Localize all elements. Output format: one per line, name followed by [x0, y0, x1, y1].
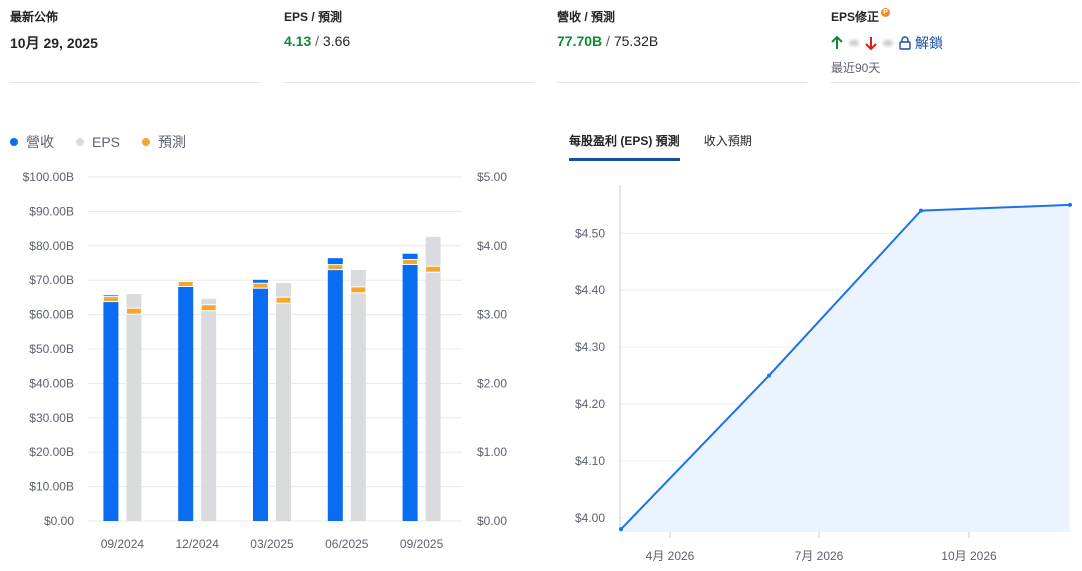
revenue-bar	[253, 279, 268, 521]
unlock-button[interactable]: 解鎖	[899, 33, 943, 53]
y-axis-tick-label: $4.30	[575, 340, 605, 354]
x-axis-tick-label: 09/2024	[101, 537, 145, 551]
stat-eps-forecast: 3.66	[322, 33, 351, 49]
forecast-area	[621, 204, 1070, 532]
stat-revenue-forecast: 75.32B	[613, 33, 659, 49]
x-axis-tick-label: 12/2024	[176, 537, 220, 551]
stat-latest-value: 10月 29, 2025	[10, 35, 98, 51]
left-axis-tick-label: $0.00	[44, 514, 74, 528]
stat-revenue: 營收 / 預測 77.70B / 75.32B	[557, 10, 659, 49]
y-axis-tick-label: $4.40	[575, 283, 605, 297]
eps-bar	[201, 298, 217, 521]
right-axis-tick-label: $4.00	[477, 239, 507, 253]
stat-revenue-label: 營收 / 預測	[557, 10, 616, 24]
eps-bar	[350, 269, 366, 521]
legend-dot-icon	[10, 138, 18, 146]
eps-forecast-marker	[275, 296, 292, 304]
revenue-bar	[402, 253, 418, 521]
revenue-forecast-marker	[252, 282, 269, 289]
left-axis-tick-label: $50.00B	[29, 342, 74, 356]
revenue-bar	[103, 295, 119, 521]
stat-revision-period: 最近90天	[831, 61, 881, 75]
eps-forecast-marker	[125, 307, 142, 315]
right-axis-tick-label: $2.00	[477, 376, 507, 390]
legend-item-eps[interactable]: EPS	[76, 132, 120, 152]
forecast-tabs: 每股盈利 (EPS) 預測 收入預期	[569, 132, 752, 161]
y-axis-tick-label: $4.20	[575, 397, 605, 411]
eps-bar	[126, 293, 142, 521]
legend-item-forecast[interactable]: 預測	[142, 132, 186, 152]
right-axis-tick-label: $5.00	[477, 170, 507, 184]
divider	[557, 82, 807, 83]
legend-dot-icon	[76, 138, 84, 146]
chart-legend: 營收 EPS 預測	[10, 132, 186, 152]
eps-bar	[276, 282, 291, 521]
stat-eps-label: EPS / 預測	[284, 10, 343, 24]
blurred-value	[849, 40, 859, 46]
lock-icon	[899, 36, 911, 50]
forecast-line	[620, 203, 1071, 530]
data-point	[919, 208, 923, 213]
x-axis-tick-label: 4月 2026	[646, 549, 695, 563]
x-axis-tick-label: 7月 2026	[795, 549, 844, 563]
x-axis-tick-label: 03/2025	[250, 537, 294, 551]
eps-forecast-line-chart: $4.00 $4.10 $4.20 $4.30 $4.40 $4.50 4月 2026 7月 …	[575, 185, 1072, 563]
left-axis-tick-label: $30.00B	[29, 411, 74, 425]
left-axis-tick-label: $90.00B	[29, 204, 74, 218]
data-point	[767, 373, 771, 378]
legend-label: EPS	[92, 134, 121, 150]
stat-latest: 最新公佈 10月 29, 2025	[10, 8, 98, 53]
unlock-label: 解鎖	[915, 35, 943, 51]
left-axis-tick-label: $100.00B	[23, 170, 74, 184]
left-axis-tick-label: $60.00B	[29, 308, 74, 322]
legend-dot-icon	[142, 138, 151, 146]
eps-forecast-marker	[350, 286, 367, 294]
eps-forecast-marker	[200, 304, 217, 312]
tab-revenue-forecast[interactable]: 收入預期	[703, 134, 752, 148]
legend-label: 營收	[26, 134, 54, 150]
left-axis-tick-label: $70.00B	[29, 273, 74, 287]
eps-forecast-marker	[425, 265, 442, 273]
revenue-bar	[327, 258, 343, 521]
blurred-value	[883, 40, 893, 46]
divider	[831, 82, 1079, 83]
y-axis-tick-label: $4.00	[575, 511, 605, 525]
data-point	[1068, 202, 1072, 207]
legend-item-revenue[interactable]: 營收	[10, 132, 54, 152]
left-axis-tick-label: $10.00B	[29, 480, 74, 494]
stat-revision: EPS修正 P 解鎖 最近90天	[831, 8, 943, 76]
eps-bar	[425, 236, 441, 521]
x-axis-tick-label: 10月 2026	[941, 549, 997, 563]
earnings-bar-chart: $0.00 $10.00B $20.00B $30.00B $40.00B $50.00B…	[23, 170, 508, 551]
stat-revenue-actual: 77.70B	[557, 33, 603, 49]
stat-latest-label: 最新公佈	[10, 10, 59, 24]
right-axis-tick-label: $0.00	[477, 514, 507, 528]
stat-eps-actual: 4.13	[284, 33, 312, 49]
left-axis-tick-label: $40.00B	[29, 376, 74, 390]
revenue-forecast-marker	[402, 258, 419, 265]
divider	[284, 82, 534, 83]
left-axis-tick-label: $80.00B	[29, 239, 74, 253]
revenue-forecast-marker	[327, 264, 344, 271]
divider	[10, 82, 260, 83]
pro-badge-icon: P	[881, 8, 891, 17]
legend-label: 預測	[158, 134, 187, 150]
revenue-forecast-marker	[102, 296, 119, 303]
left-axis-tick-label: $20.00B	[29, 445, 74, 459]
y-axis-tick-label: $4.10	[575, 454, 605, 468]
stat-eps: EPS / 預測 4.13 / 3.66	[284, 10, 351, 49]
stat-revision-label: EPS修正	[831, 10, 880, 24]
arrow-down-icon	[865, 37, 877, 50]
tab-eps-forecast[interactable]: 每股盈利 (EPS) 預測	[569, 132, 680, 161]
y-axis-tick-label: $4.50	[575, 226, 605, 240]
arrow-up-icon	[831, 36, 843, 49]
x-axis-tick-label: 09/2025	[400, 537, 444, 551]
right-axis-tick-label: $3.00	[477, 308, 507, 322]
x-axis-tick-label: 06/2025	[325, 537, 369, 551]
right-axis-tick-label: $1.00	[477, 445, 507, 459]
revenue-forecast-marker	[177, 280, 194, 287]
data-point	[619, 527, 623, 532]
revenue-bar	[178, 281, 194, 521]
